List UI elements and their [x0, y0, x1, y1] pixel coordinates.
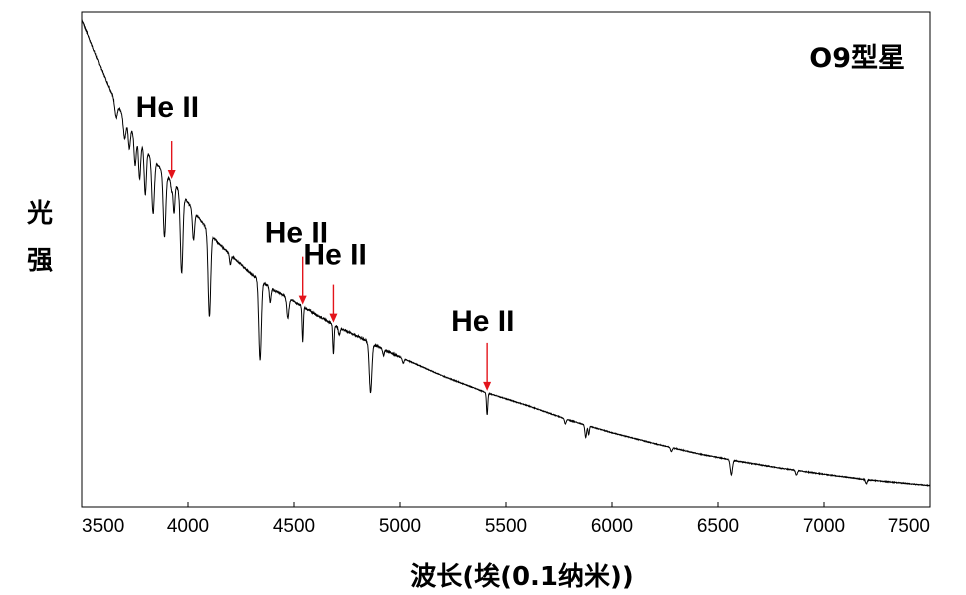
x-tick-label: 5500 [485, 516, 527, 537]
y-axis-label-line-2: 强 [27, 246, 53, 276]
x-tick-label: 6000 [591, 516, 633, 537]
annotation-arrowhead [329, 313, 338, 323]
x-tick-label: 4000 [167, 516, 209, 537]
annotation-label: He II [265, 217, 328, 250]
x-tick-label: 7000 [803, 516, 845, 537]
spectrum-line [81, 19, 931, 487]
annotation-label: He II [136, 91, 199, 124]
chart-title: O9型星 [809, 43, 905, 74]
x-tick-label: 4500 [273, 516, 315, 537]
x-axis-label: 波长(埃(0.1纳米)) [410, 561, 634, 592]
x-tick-label: 7500 [888, 516, 930, 537]
x-tick-label: 6500 [697, 516, 739, 537]
x-tick-label: 5000 [379, 516, 421, 537]
annotation-arrowhead [298, 295, 307, 305]
annotation-label: He II [303, 239, 366, 272]
x-axis: 3500 4000 4500 5000 5500 6000 6500 7000 7500 [81, 502, 931, 537]
y-axis-label-line-1: 光 [26, 199, 53, 229]
annotation-arrowhead [167, 170, 176, 180]
plot-area [81, 11, 931, 508]
annotation-label: He II [451, 305, 514, 338]
annotation-arrowhead [483, 381, 492, 391]
x-tick-label: 3500 [82, 516, 124, 537]
